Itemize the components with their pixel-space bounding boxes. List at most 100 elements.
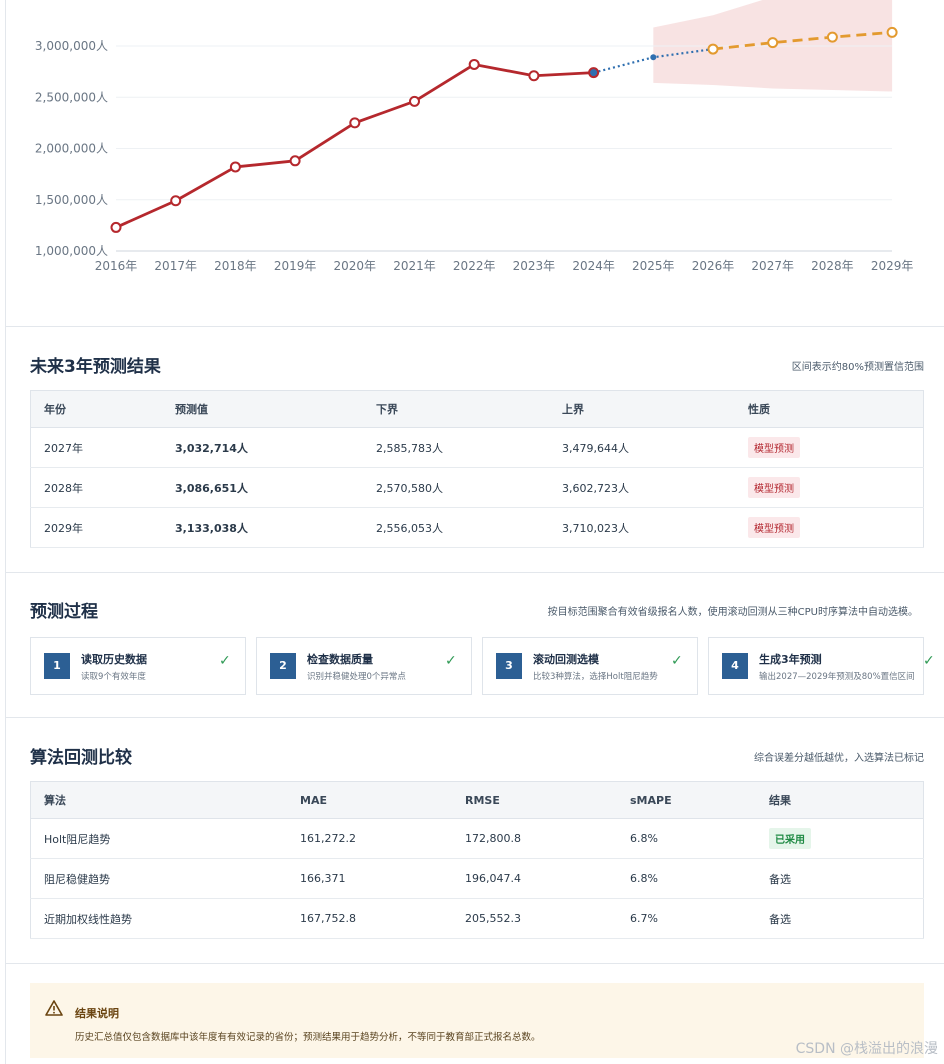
rmse-cell: 196,047.4 — [452, 858, 617, 899]
x-tick-label: 2017年 — [154, 259, 197, 273]
step-title: 检查数据质量 — [307, 653, 373, 666]
step-number: 4 — [722, 653, 748, 679]
x-tick-label: 2025年 — [632, 259, 675, 273]
data-point — [528, 70, 540, 82]
y-tick-label: 2,000,000人 — [35, 142, 108, 156]
model-forecast-badge: 模型预测 — [748, 477, 800, 498]
type-cell: 模型预测 — [735, 467, 924, 508]
algorithms-note: 综合误差分越低越优，入选算法已标记 — [754, 753, 924, 764]
algorithms-table: 算法 MAE RMSE sMAPE 结果 Holt阻尼趋势 161,272.2 … — [30, 781, 924, 939]
table-row: 2027年 3,032,714人 2,585,783人 3,479,644人 模… — [30, 427, 924, 468]
col-upper: 上界 — [549, 390, 735, 428]
data-point — [229, 161, 241, 173]
check-icon: ✓ — [671, 653, 683, 669]
algorithm-cell: 阻尼稳健趋势 — [30, 858, 287, 899]
step-card: 4 生成3年预测 输出2027—2029年预测及80%置信区间 ✓ — [708, 637, 935, 695]
data-point — [349, 117, 361, 129]
col-year: 年份 — [30, 390, 162, 428]
x-tick-label: 2022年 — [453, 259, 496, 273]
notice-title: 结果说明 — [75, 1007, 119, 1020]
section-divider — [5, 572, 944, 573]
y-tick-label: 1,500,000人 — [35, 193, 108, 207]
table-row: 2029年 3,133,038人 2,556,053人 3,710,023人 模… — [30, 507, 924, 548]
check-icon: ✓ — [445, 653, 457, 669]
step-number: 1 — [44, 653, 70, 679]
col-value: 预测值 — [162, 390, 363, 428]
data-point — [886, 26, 898, 38]
table-row: Holt阻尼趋势 161,272.2 172,800.8 6.8% 已采用 — [30, 818, 924, 859]
lower-cell: 2,570,580人 — [363, 467, 549, 508]
col-rmse: RMSE — [452, 781, 617, 819]
algorithms-header-row: 算法 MAE RMSE sMAPE 结果 — [30, 781, 924, 819]
warning-triangle-icon — [45, 1000, 63, 1016]
col-result: 结果 — [756, 781, 924, 819]
x-tick-label: 2019年 — [274, 259, 317, 273]
rmse-cell: 172,800.8 — [452, 818, 617, 859]
check-icon: ✓ — [923, 653, 935, 669]
section-divider — [5, 326, 944, 327]
data-point — [110, 221, 122, 233]
model-forecast-badge: 模型预测 — [748, 517, 800, 538]
value-cell: 3,133,038人 — [162, 507, 363, 548]
result-cell: 已采用 — [756, 818, 924, 859]
data-point — [468, 58, 480, 70]
data-point — [826, 31, 838, 43]
x-tick-label: 2018年 — [214, 259, 257, 273]
forecast-header-row: 年份 预测值 下界 上界 性质 — [30, 390, 924, 428]
algorithms-title: 算法回测比较 — [30, 748, 132, 768]
check-icon: ✓ — [219, 653, 231, 669]
step-number: 2 — [270, 653, 296, 679]
watermark: CSDN @栈溢出的浪漫 — [795, 1041, 938, 1057]
col-mae: MAE — [287, 781, 452, 819]
smape-cell: 6.7% — [617, 898, 756, 939]
y-tick-label: 2,500,000人 — [35, 90, 108, 104]
mae-cell: 161,272.2 — [287, 818, 452, 859]
data-point — [650, 54, 657, 61]
lower-cell: 2,556,053人 — [363, 507, 549, 548]
lower-cell: 2,585,783人 — [363, 427, 549, 468]
data-point — [409, 95, 420, 107]
process-note: 按目标范围聚合有效省级报名人数，使用滚动回测从三种CPU时序算法中自动选模。 — [547, 607, 918, 618]
series-line-solid — [115, 63, 594, 229]
upper-cell: 3,710,023人 — [549, 507, 735, 548]
smape-cell: 6.8% — [617, 858, 756, 899]
table-row: 2028年 3,086,651人 2,570,580人 3,602,723人 模… — [30, 467, 924, 508]
forecast-table: 年份 预测值 下界 上界 性质 2027年 3,032,714人 2,585,7… — [30, 390, 924, 548]
step-card: 1 读取历史数据 读取9个有效年度 ✓ — [30, 637, 246, 695]
value-cell: 3,086,651人 — [162, 467, 363, 508]
value-cell: 3,032,714人 — [162, 427, 363, 468]
step-title: 生成3年预测 — [759, 653, 822, 666]
forecast-title: 未来3年预测结果 — [30, 357, 161, 377]
step-title: 读取历史数据 — [81, 653, 147, 666]
x-tick-label: 2016年 — [95, 259, 138, 273]
series-line-dashed — [712, 30, 893, 51]
left-border — [5, 0, 6, 1064]
model-forecast-badge: 模型预测 — [748, 437, 800, 458]
year-cell: 2028年 — [30, 467, 162, 508]
col-algorithm: 算法 — [30, 781, 287, 819]
step-number: 3 — [496, 653, 522, 679]
algorithm-cell: Holt阻尼趋势 — [30, 818, 287, 859]
col-smape: sMAPE — [617, 781, 756, 819]
step-title: 滚动回测选模 — [533, 653, 599, 666]
result-cell: 备选 — [756, 898, 924, 939]
smape-cell: 6.8% — [617, 818, 756, 859]
step-card: 2 检查数据质量 识别并稳健处理0个异常点 ✓ — [256, 637, 472, 695]
notice-text: 历史汇总值仅包含数据库中该年度有有效记录的省份；预测结果用于趋势分析，不等同于教… — [75, 1032, 541, 1043]
data-point — [588, 67, 600, 79]
type-cell: 模型预测 — [735, 507, 924, 548]
x-tick-label: 2028年 — [811, 259, 854, 273]
x-tick-label: 2021年 — [393, 259, 436, 273]
col-lower: 下界 — [363, 390, 549, 428]
step-desc: 识别并稳健处理0个异常点 — [307, 672, 406, 682]
result-cell: 备选 — [756, 858, 924, 899]
algorithm-cell: 近期加权线性趋势 — [30, 898, 287, 939]
x-tick-label: 2023年 — [513, 259, 556, 273]
data-point — [767, 37, 779, 49]
result-notice: 结果说明 历史汇总值仅包含数据库中该年度有有效记录的省份；预测结果用于趋势分析，… — [30, 983, 924, 1058]
data-point — [289, 155, 301, 167]
section-divider — [5, 717, 944, 718]
year-cell: 2027年 — [30, 427, 162, 468]
rmse-cell: 205,552.3 — [452, 898, 617, 939]
